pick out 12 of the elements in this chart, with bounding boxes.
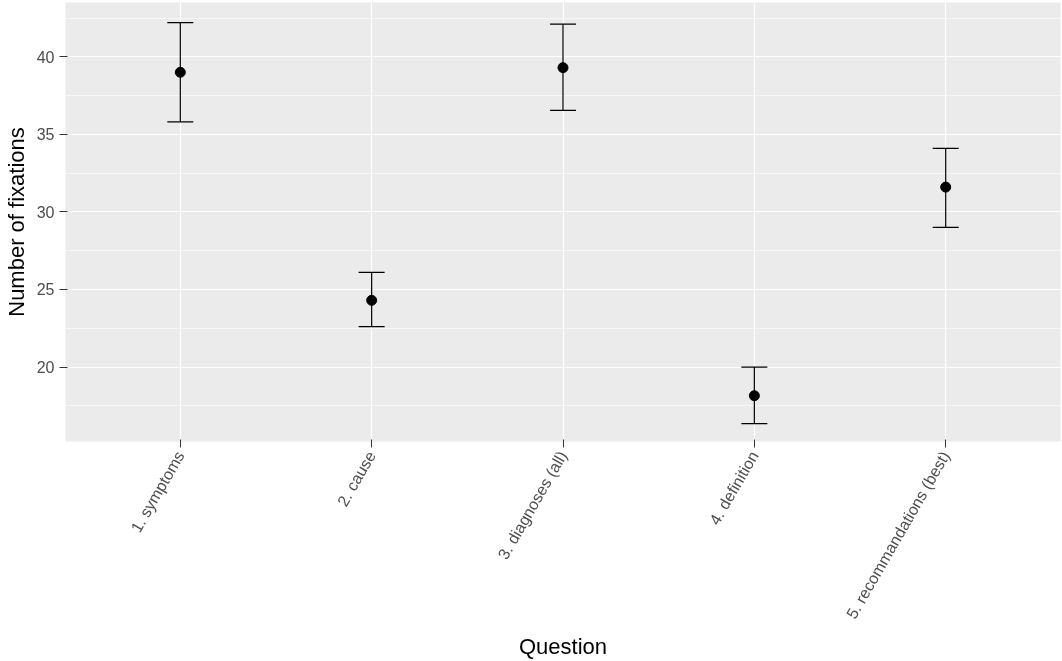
y-tick-label: 25 (36, 281, 55, 299)
point (174, 66, 186, 78)
y-axis-title: Number of fixations (3, 127, 29, 317)
y-tick-label: 20 (36, 359, 55, 377)
x-axis-title: Question (518, 633, 608, 659)
y-tick-label: 30 (36, 203, 55, 221)
y-tick-label: 35 (36, 126, 55, 144)
point (748, 390, 760, 402)
point (940, 181, 952, 193)
y-tick-label: 40 (36, 48, 55, 66)
point (366, 294, 378, 306)
point (557, 62, 569, 74)
